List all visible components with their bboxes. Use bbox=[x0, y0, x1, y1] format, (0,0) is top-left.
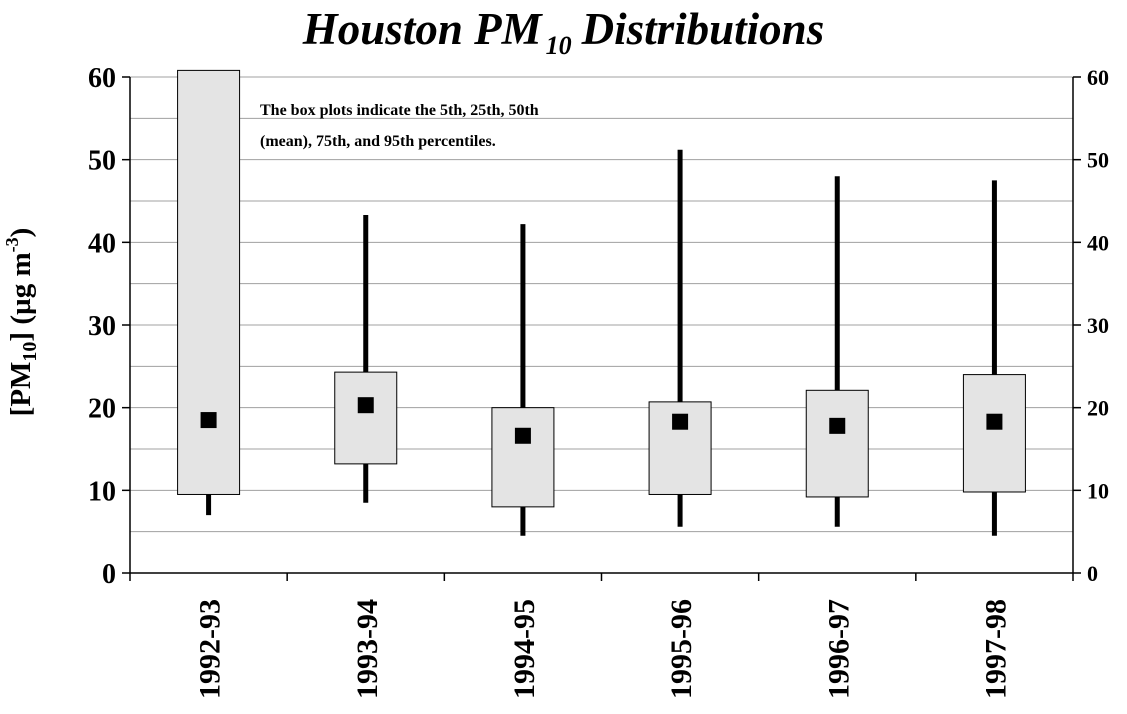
x-tick-label-1993-94: 1993-94 bbox=[351, 599, 384, 699]
y-tick-label-left: 10 bbox=[88, 476, 116, 507]
mean-marker-1992-93 bbox=[200, 412, 217, 429]
y-axis-label-suffix: ) bbox=[5, 228, 37, 238]
mean-marker-1995-96 bbox=[672, 413, 689, 430]
box-1995-96 bbox=[648, 401, 712, 495]
y-axis-label: [PM10] (µg m-3) bbox=[2, 228, 41, 417]
annotation: The box plots indicate the 5th, 25th, 50… bbox=[260, 102, 539, 150]
annotation-line-1: The box plots indicate the 5th, 25th, 50… bbox=[260, 102, 539, 119]
annotation-line-2: (mean), 75th, and 95th percentiles. bbox=[260, 133, 496, 150]
axes bbox=[122, 76, 1081, 581]
box-1994-95 bbox=[491, 407, 555, 508]
x-tick-label-1997-98: 1997-98 bbox=[979, 599, 1012, 699]
y-tick-label-left: 20 bbox=[88, 394, 116, 425]
y-tick-label-left: 0 bbox=[102, 559, 116, 590]
chart-title-main: Houston PM bbox=[302, 4, 542, 54]
y-axis-label-prefix: [PM bbox=[5, 362, 37, 417]
grid-lines bbox=[130, 76, 1073, 533]
y-tick-label-right: 0 bbox=[1087, 561, 1098, 586]
chart-title-suffix: Distributions bbox=[581, 4, 825, 54]
box-plots bbox=[177, 69, 1026, 536]
y-tick-label-right: 20 bbox=[1087, 396, 1109, 421]
y-tick-label-left: 60 bbox=[88, 63, 116, 94]
mean-marker-1997-98 bbox=[986, 413, 1003, 430]
box-1993-94 bbox=[334, 371, 398, 465]
y-tick-label-right: 30 bbox=[1087, 313, 1109, 338]
y-tick-label-right: 50 bbox=[1087, 148, 1109, 173]
box-1997-98 bbox=[962, 374, 1026, 493]
y-tick-label-right: 60 bbox=[1087, 65, 1109, 90]
box-1996-97 bbox=[805, 389, 869, 498]
chart-title-subscript: 10 bbox=[545, 31, 572, 60]
y-axis-label-sup: -3 bbox=[2, 237, 22, 252]
y-axis-label-sub: 10 bbox=[19, 342, 41, 362]
y-axis-label-unit: g m bbox=[5, 252, 37, 298]
mean-marker-1994-95 bbox=[514, 427, 531, 444]
x-tick-label-1995-96: 1995-96 bbox=[665, 599, 698, 699]
box-1992-93 bbox=[177, 69, 241, 495]
axis-labels: 0 0 10 10 20 20 30 30 40 40 50 50 60 60 1992-93 1993-94… bbox=[88, 63, 1109, 699]
mean-marker-1996-97 bbox=[829, 417, 846, 434]
y-axis-label-mid: ] ( bbox=[5, 315, 37, 342]
y-tick-label-right: 40 bbox=[1087, 230, 1109, 255]
y-tick-label-left: 50 bbox=[88, 146, 116, 177]
y-tick-label-left: 30 bbox=[88, 311, 116, 342]
mean-marker-1993-94 bbox=[357, 397, 374, 414]
x-tick-label-1994-95: 1994-95 bbox=[508, 599, 541, 699]
x-tick-label-1996-97: 1996-97 bbox=[822, 599, 855, 699]
chart-title: Houston PM 10 Distributions bbox=[0, 4, 1127, 61]
y-tick-label-right: 10 bbox=[1087, 478, 1109, 503]
y-tick-label-left: 40 bbox=[88, 228, 116, 259]
y-axis-label-mu: µ bbox=[5, 298, 37, 315]
x-tick-label-1992-93: 1992-93 bbox=[194, 599, 227, 699]
